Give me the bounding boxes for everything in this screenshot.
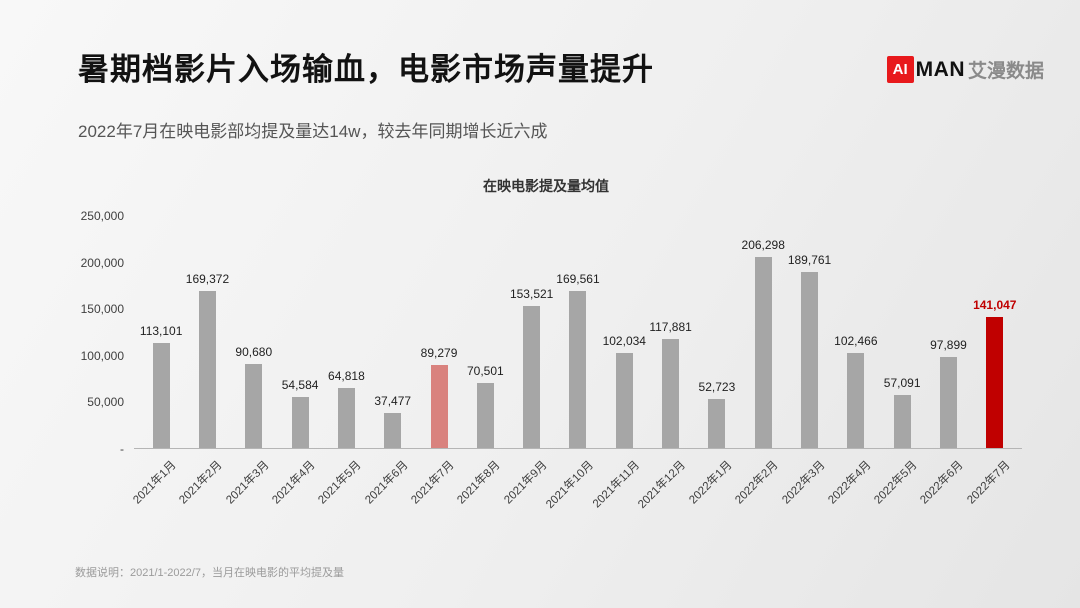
aiman-logo-chinese-name: 艾漫数据 (967, 61, 1044, 82)
bar (245, 363, 263, 448)
bar-value-label: 57,091 (883, 376, 921, 391)
page-title: 暑期档影片入场输血，电影市场声量提升 (78, 52, 654, 87)
bar-value-label: 189,761 (787, 252, 832, 267)
aiman-logo-wordmark: MAN (915, 57, 965, 81)
bar-group: 153,521 2021年9月 (502, 216, 555, 507)
bar-value-label: 97,899 (930, 338, 967, 353)
bar (291, 397, 309, 448)
bar-value-label: 117,881 (649, 319, 692, 334)
x-axis-label: 2022年1月 (687, 459, 735, 507)
chart-body: 250,000 200,000 150,000 100,000 50,000- 113,… (70, 209, 1022, 511)
plot-area: 113,101 2021年1月 169,372 2021年2月 90,680 2021年3… (131, 216, 1022, 511)
bar-value-label: 141,047 (973, 298, 1017, 313)
x-axis-label: 2021年5月 (316, 459, 365, 507)
x-axis-label: 2022年7月 (965, 459, 1013, 507)
bar-value-label: 70,501 (466, 363, 504, 378)
bar (615, 353, 633, 448)
bar-group: 169,372 2021年2月 (178, 216, 230, 507)
x-axis-label: 2021年11月 (590, 459, 642, 511)
bar-value-label: 89,279 (420, 346, 458, 361)
x-axis-label: 2021年2月 (177, 459, 226, 507)
bar-group: 97,899 2022年6月 (919, 216, 971, 506)
bar-group: 90,680 2021年3月 (224, 216, 277, 507)
bar (662, 338, 680, 448)
x-axis-label: 2021年12月 (636, 459, 689, 512)
x-axis-label: 2022年3月 (779, 459, 828, 507)
bar (198, 290, 216, 448)
bar-group: 64,818 2021年5月 (317, 216, 369, 507)
bar (337, 387, 355, 448)
bar-value-label: 169,561 (556, 271, 600, 286)
bar-group: 52,723 2022年1月 (687, 216, 740, 506)
subtitle: 2022年7月在映电影部均提及量达14w，较去年同期增长近六成 (78, 122, 548, 141)
x-axis-label: 2021年10月 (543, 459, 596, 512)
x-axis-label: 2021年4月 (270, 459, 318, 507)
bar (847, 352, 865, 448)
bar-group: 102,466 2022年4月 (826, 216, 879, 507)
bar-value-label: 54,584 (281, 378, 319, 393)
bar (986, 317, 1004, 448)
bar-value-label: 52,723 (698, 380, 736, 395)
bar-group: 113,101 2021年1月 (131, 216, 184, 506)
bar (430, 365, 448, 448)
x-axis-label: 2022年5月 (872, 459, 920, 507)
bar-group: 169,561 2021年10月 (544, 216, 601, 511)
x-axis-label: 2021年7月 (409, 459, 457, 507)
bar (384, 413, 402, 448)
bar-group: 102,034 2021年11月 (591, 216, 647, 510)
bar (476, 382, 494, 448)
bar-group: 206,298 2022年2月 (733, 216, 786, 507)
bar-value-label: 37,477 (374, 394, 412, 409)
footer-note: 数据说明：2021/1-2022/7，当月在映电影的平均提及量 (75, 567, 344, 579)
x-axis-label: 2021年8月 (455, 459, 503, 507)
bar-chart: 在映电影提及量均值 250,000 200,000 150,000 100,000 50… (70, 176, 1022, 511)
aiman-logo-icon: AI (886, 56, 914, 83)
bar-value-label: 169,372 (185, 271, 230, 286)
x-axis-label: 2021年6月 (362, 459, 411, 507)
bar-group: 37,477 2021年6月 (363, 216, 416, 506)
bar-group: 89,279 2021年7月 (409, 216, 462, 506)
chart-title: 在映电影提及量均值 (483, 178, 609, 194)
aiman-logo: AI MAN 艾漫数据 (886, 56, 1044, 83)
x-axis-label: 2021年1月 (131, 459, 179, 507)
y-axis: 250,000 200,000 150,000 100,000 50,000- (80, 209, 124, 456)
bar (569, 290, 587, 448)
bar-value-label: 102,466 (834, 333, 878, 348)
x-axis-label: 2022年4月 (826, 459, 874, 507)
bar (152, 343, 170, 448)
bar (754, 256, 772, 448)
bar-group: 189,761 2022年3月 (780, 216, 832, 507)
bar-value-label: 90,680 (235, 344, 273, 359)
bar (523, 305, 541, 448)
bar-value-label: 64,818 (328, 368, 365, 383)
bar-group: 57,091 2022年5月 (872, 216, 925, 506)
bar-group: 70,501 2021年8月 (456, 216, 508, 507)
bar-value-label: 102,034 (602, 334, 646, 349)
bar-group: 141,047 2022年7月 (965, 216, 1018, 506)
bar-group: 117,881 2021年12月 (636, 216, 693, 511)
bar (801, 271, 819, 448)
bar-value-label: 206,298 (741, 237, 785, 252)
x-axis-label: 2022年2月 (733, 459, 781, 507)
bar (939, 357, 957, 448)
x-axis-label: 2021年3月 (224, 459, 272, 507)
x-axis-label: 2022年6月 (918, 459, 967, 507)
bar-value-label: 153,521 (509, 286, 554, 301)
bar-value-label: 113,101 (139, 324, 183, 339)
bar (893, 395, 911, 448)
bar (708, 399, 726, 448)
bar-group: 54,584 2021年4月 (270, 216, 323, 506)
